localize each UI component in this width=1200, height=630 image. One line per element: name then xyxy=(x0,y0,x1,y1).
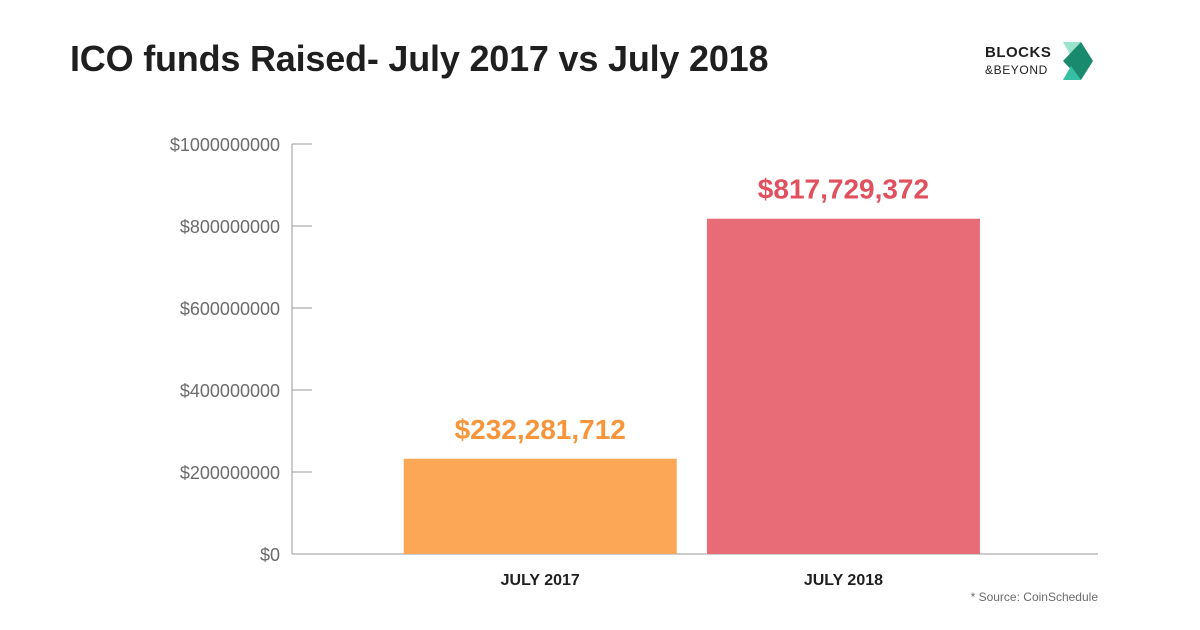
bar-value-label: $817,729,372 xyxy=(758,174,929,205)
y-tick-label: $600000000 xyxy=(180,299,280,319)
y-tick-label: $800000000 xyxy=(180,217,280,237)
bar xyxy=(403,458,677,554)
bar-value-label: $232,281,712 xyxy=(455,414,626,445)
logo-text-line2: &BEYOND xyxy=(985,63,1048,77)
bar xyxy=(706,218,980,554)
y-tick-label: $0 xyxy=(260,545,280,565)
y-tick-label: $1000000000 xyxy=(170,135,280,155)
x-category-label: JULY 2017 xyxy=(501,572,580,589)
logo-text-line1: BLOCKS xyxy=(985,44,1052,61)
y-tick-label: $200000000 xyxy=(180,463,280,483)
x-category-label: JULY 2018 xyxy=(804,572,883,589)
y-tick-label: $400000000 xyxy=(180,381,280,401)
source-note: * Source: CoinSchedule xyxy=(970,590,1098,604)
chart-title: ICO funds Raised- July 2017 vs July 2018 xyxy=(70,38,769,79)
logo-arrow-icon xyxy=(1063,42,1093,80)
blocks-and-beyond-logo: BLOCKS &BEYOND xyxy=(985,40,1105,86)
